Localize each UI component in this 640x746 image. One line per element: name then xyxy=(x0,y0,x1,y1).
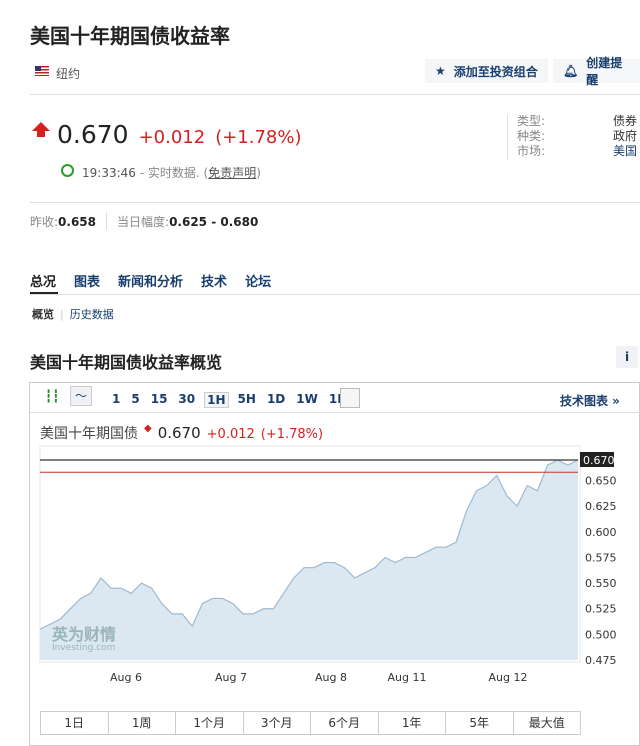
tab-overview[interactable]: 总况 xyxy=(30,275,57,290)
y-tick-label: 0.650 xyxy=(585,475,617,488)
range-2[interactable]: 1个月 xyxy=(176,712,244,734)
star-icon: ★ xyxy=(435,64,446,78)
chart-change-pct: (+1.78%) xyxy=(260,427,324,442)
x-tick-label: Aug 8 xyxy=(315,671,347,684)
chart-name: 美国十年期国债 xyxy=(40,426,138,442)
series-line xyxy=(39,459,579,630)
range-7[interactable]: 最大值 xyxy=(528,716,565,730)
range-6[interactable]: 5年 xyxy=(446,712,514,734)
interval-1W[interactable]: 1W xyxy=(296,392,318,406)
tab-forum[interactable]: 论坛 xyxy=(245,275,272,290)
bell-icon: 🔔︎ xyxy=(563,64,579,78)
y-tick-label: 0.575 xyxy=(585,551,617,564)
x-tick-label: Aug 11 xyxy=(388,671,427,684)
add-to-portfolio-button[interactable]: ★ 添加至投资组合 xyxy=(425,59,548,83)
create-alert-button[interactable]: 🔔︎ 创建提醒 xyxy=(553,56,640,87)
range-5[interactable]: 1年 xyxy=(379,712,446,734)
tab-news[interactable]: 新闻和分析 xyxy=(118,275,184,290)
watermark-logo: 英为财情 Investing.com xyxy=(52,625,117,653)
chart-header: 美国十年期国债 ◆ 0.670 +0.012 (+1.78%) xyxy=(40,423,323,443)
interval-15[interactable]: 15 xyxy=(150,392,168,406)
y-tick-label: 0.600 xyxy=(585,526,617,539)
quote-row: 0.670 +0.012 (+1.78%) xyxy=(57,120,302,149)
interval-5[interactable]: 5 xyxy=(131,392,140,406)
x-tick-label: Aug 7 xyxy=(215,671,247,684)
main-tabs: 总况 图表 新闻和分析 技术 论坛 xyxy=(30,271,289,290)
range-selector: 1日 1周 1个月 3个月 6个月 1年 5年 最大值 xyxy=(40,711,581,735)
realtime-dot-icon: ◆ xyxy=(144,423,152,434)
interval-5H[interactable]: 5H xyxy=(237,392,256,406)
last-price-tag xyxy=(580,452,614,467)
range-1[interactable]: 1周 xyxy=(109,712,176,734)
interval-1[interactable]: 1 xyxy=(112,392,121,406)
clock-icon xyxy=(61,164,74,177)
exchange: 纽约 xyxy=(56,67,81,81)
stats-row: 昨收:0.658 当日幅度:0.625 - 0.680 xyxy=(30,212,258,230)
y-tick-label: 0.625 xyxy=(585,500,617,513)
chart-price: 0.670 xyxy=(157,424,201,442)
y-tick-label: 0.525 xyxy=(585,603,617,616)
interval-1D[interactable]: 1D xyxy=(266,392,286,406)
section-title: 美国十年期国债收益率概览 xyxy=(30,353,223,372)
y-tick-label: 0.550 xyxy=(585,577,617,590)
last-price-label: 0.670 xyxy=(583,454,615,467)
interval-30[interactable]: 30 xyxy=(178,392,196,406)
change: +0.012 xyxy=(138,127,206,148)
x-tick-label: Aug 6 xyxy=(110,671,142,684)
price: 0.670 xyxy=(57,120,129,149)
tab-chart[interactable]: 图表 xyxy=(74,275,101,290)
range-4[interactable]: 6个月 xyxy=(311,712,379,734)
change-pct: (+1.78%) xyxy=(215,127,302,148)
page-title: 美国十年期国债收益率 xyxy=(30,24,230,48)
tech-chart-link[interactable]: 技术图表 » xyxy=(560,394,620,408)
info-icon[interactable]: i xyxy=(616,346,638,368)
chart-change: +0.012 xyxy=(206,427,255,442)
interval-selector: 1 5 15 30 1H 5H 1D 1W 1M xyxy=(110,392,358,408)
meta-labels: 类型: 种类: 市场: xyxy=(517,114,546,158)
range-0[interactable]: 1日 xyxy=(41,712,109,734)
disclaimer-link[interactable]: 免责声明 xyxy=(208,166,257,180)
y-tick-label: 0.500 xyxy=(585,628,617,641)
x-tick-label: Aug 12 xyxy=(489,671,528,684)
market-link[interactable]: 美国 xyxy=(613,144,638,158)
us-flag-icon xyxy=(35,66,49,76)
area-fill xyxy=(40,460,578,660)
tab-technical[interactable]: 技术 xyxy=(201,275,228,290)
range-3[interactable]: 3个月 xyxy=(244,712,311,734)
line-chart-icon[interactable]: 〜 xyxy=(70,386,92,406)
y-tick-label: 0.475 xyxy=(585,654,617,667)
candlestick-icon[interactable]: ┇┇ xyxy=(45,389,60,403)
up-arrow-icon xyxy=(32,122,50,131)
interval-1H[interactable]: 1H xyxy=(204,392,229,408)
layout-icon[interactable] xyxy=(340,388,360,408)
subtab-overview[interactable]: 概览 xyxy=(32,308,54,321)
subtab-history[interactable]: 历史数据 xyxy=(69,308,114,321)
